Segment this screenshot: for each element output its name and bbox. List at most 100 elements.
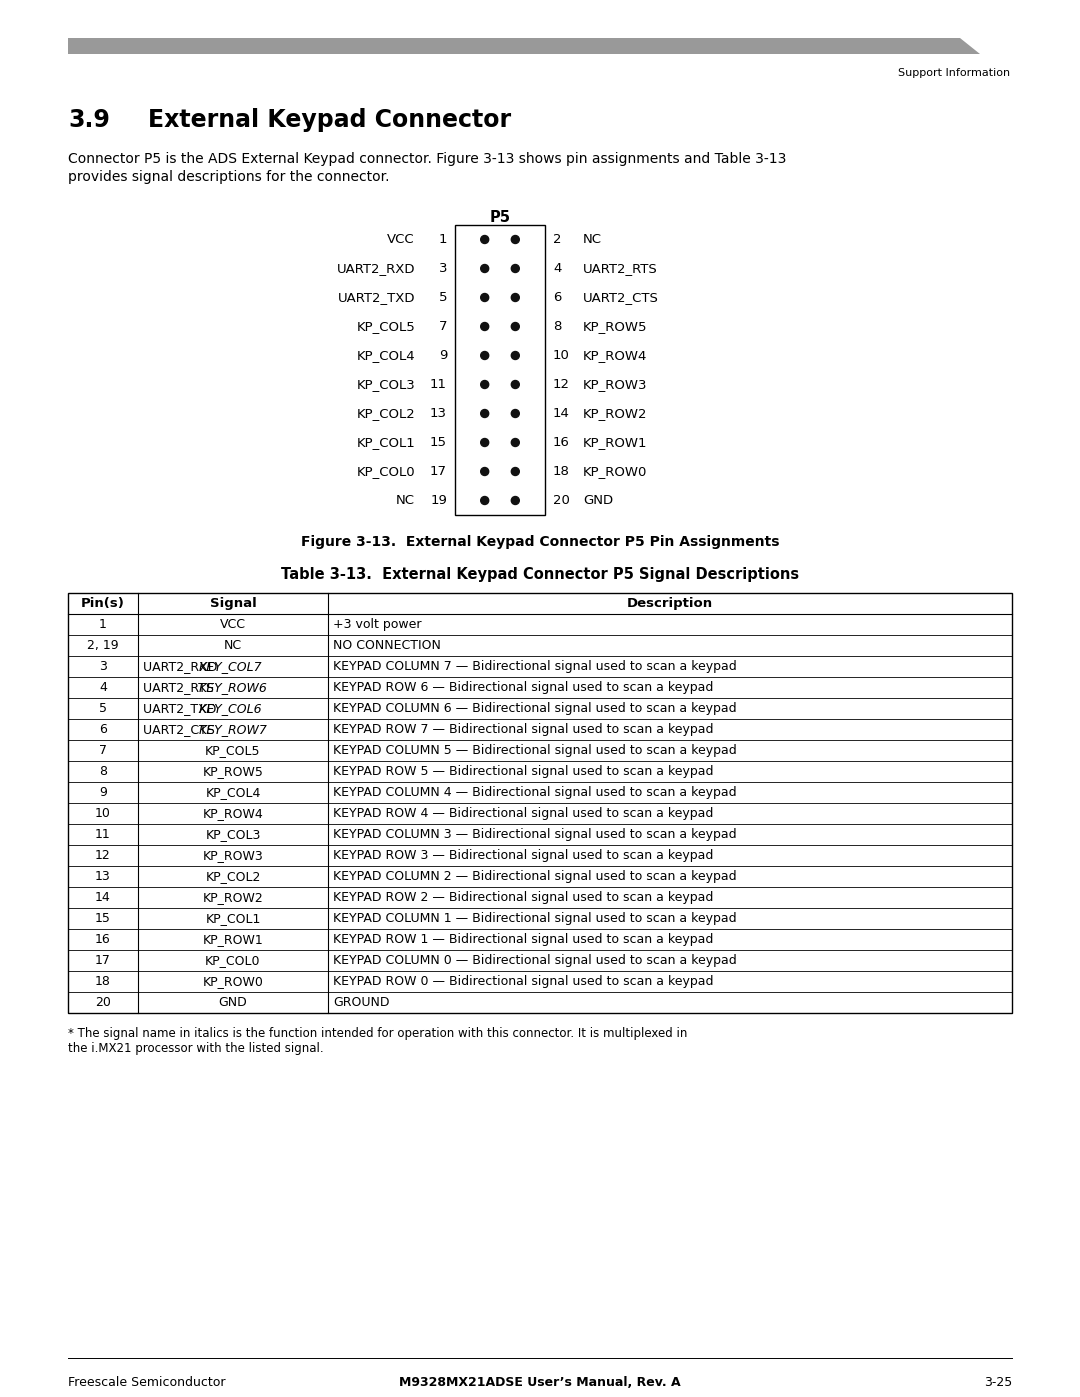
Text: KEYPAD COLUMN 2 — Bidirectional signal used to scan a keypad: KEYPAD COLUMN 2 — Bidirectional signal u… xyxy=(333,870,737,883)
Text: KP_COL5: KP_COL5 xyxy=(205,745,260,757)
Text: NC: NC xyxy=(396,495,415,507)
Text: provides signal descriptions for the connector.: provides signal descriptions for the con… xyxy=(68,170,390,184)
Text: 13: 13 xyxy=(430,407,447,420)
Circle shape xyxy=(511,264,519,272)
Text: 8: 8 xyxy=(99,766,107,778)
Text: 14: 14 xyxy=(553,407,570,420)
Text: Figure 3-13.  External Keypad Connector P5 Pin Assignments: Figure 3-13. External Keypad Connector P… xyxy=(300,535,780,549)
Text: 18: 18 xyxy=(553,465,570,478)
Text: 13: 13 xyxy=(95,870,111,883)
Text: 2: 2 xyxy=(553,233,562,246)
Text: 5: 5 xyxy=(438,291,447,305)
Text: UART2_RXD: UART2_RXD xyxy=(143,659,221,673)
Circle shape xyxy=(511,409,519,418)
Circle shape xyxy=(481,293,489,302)
Text: GND: GND xyxy=(218,996,247,1009)
Text: Connector P5 is the ADS External Keypad connector. Figure 3-13 shows pin assignm: Connector P5 is the ADS External Keypad … xyxy=(68,152,786,166)
Text: KP_ROW2: KP_ROW2 xyxy=(583,407,648,420)
Text: KP_ROW5: KP_ROW5 xyxy=(203,766,264,778)
Text: 9: 9 xyxy=(99,787,107,799)
Text: 17: 17 xyxy=(430,465,447,478)
Text: NO CONNECTION: NO CONNECTION xyxy=(333,638,441,652)
Circle shape xyxy=(481,468,489,475)
Text: UART2_RTS: UART2_RTS xyxy=(143,680,218,694)
Text: M9328MX21ADSE User’s Manual, Rev. A: M9328MX21ADSE User’s Manual, Rev. A xyxy=(400,1376,680,1389)
Text: KEYPAD ROW 1 — Bidirectional signal used to scan a keypad: KEYPAD ROW 1 — Bidirectional signal used… xyxy=(333,933,714,946)
Text: KP_ROW0: KP_ROW0 xyxy=(203,975,264,988)
Circle shape xyxy=(511,293,519,302)
Text: Support Information: Support Information xyxy=(897,68,1010,78)
Text: 7: 7 xyxy=(99,745,107,757)
Text: 1: 1 xyxy=(438,233,447,246)
Text: UART2_TXD: UART2_TXD xyxy=(337,291,415,305)
Text: KP_COL4: KP_COL4 xyxy=(205,787,260,799)
Text: 3.9: 3.9 xyxy=(68,108,110,131)
Text: KP_COL1: KP_COL1 xyxy=(356,436,415,448)
Text: 4: 4 xyxy=(99,680,107,694)
Text: +3 volt power: +3 volt power xyxy=(333,617,421,631)
Text: * The signal name in italics is the function intended for operation with this co: * The signal name in italics is the func… xyxy=(68,1027,687,1039)
Text: KP_COL0: KP_COL0 xyxy=(356,465,415,478)
Text: 6: 6 xyxy=(99,724,107,736)
Text: KEYPAD ROW 7 — Bidirectional signal used to scan a keypad: KEYPAD ROW 7 — Bidirectional signal used… xyxy=(333,724,714,736)
Text: KP_COL1: KP_COL1 xyxy=(205,912,260,925)
Text: 11: 11 xyxy=(95,828,111,841)
Text: Pin(s): Pin(s) xyxy=(81,597,125,610)
Circle shape xyxy=(481,264,489,272)
Text: KEYPAD COLUMN 0 — Bidirectional signal used to scan a keypad: KEYPAD COLUMN 0 — Bidirectional signal u… xyxy=(333,954,737,967)
Circle shape xyxy=(511,380,519,388)
Text: KP_COL5: KP_COL5 xyxy=(356,320,415,332)
Text: UART2_RTS: UART2_RTS xyxy=(583,263,658,275)
Circle shape xyxy=(481,409,489,418)
Text: 20: 20 xyxy=(95,996,111,1009)
Text: 12: 12 xyxy=(553,379,570,391)
Text: Table 3-13.  External Keypad Connector P5 Signal Descriptions: Table 3-13. External Keypad Connector P5… xyxy=(281,567,799,583)
Text: 17: 17 xyxy=(95,954,111,967)
Text: 20: 20 xyxy=(553,495,570,507)
Text: KEYPAD COLUMN 7 — Bidirectional signal used to scan a keypad: KEYPAD COLUMN 7 — Bidirectional signal u… xyxy=(333,659,737,673)
Circle shape xyxy=(481,496,489,504)
Text: 12: 12 xyxy=(95,849,111,862)
Text: UART2_CTS: UART2_CTS xyxy=(143,724,219,736)
Text: KP_ROW0: KP_ROW0 xyxy=(583,465,647,478)
Bar xyxy=(68,592,1012,1013)
Circle shape xyxy=(511,352,519,359)
Text: KEYPAD COLUMN 5 — Bidirectional signal used to scan a keypad: KEYPAD COLUMN 5 — Bidirectional signal u… xyxy=(333,745,737,757)
Circle shape xyxy=(481,352,489,359)
Text: KEYPAD ROW 3 — Bidirectional signal used to scan a keypad: KEYPAD ROW 3 — Bidirectional signal used… xyxy=(333,849,714,862)
Text: UART2_CTS: UART2_CTS xyxy=(583,291,659,305)
Text: Freescale Semiconductor: Freescale Semiconductor xyxy=(68,1376,226,1389)
Text: KP_ROW4: KP_ROW4 xyxy=(203,807,264,820)
Text: 4: 4 xyxy=(553,263,562,275)
Text: 11: 11 xyxy=(430,379,447,391)
Text: 6: 6 xyxy=(553,291,562,305)
Circle shape xyxy=(511,236,519,243)
Text: VCC: VCC xyxy=(220,617,246,631)
Text: KP_ROW1: KP_ROW1 xyxy=(583,436,648,448)
Text: KEY_COL6: KEY_COL6 xyxy=(199,703,262,715)
Text: P5: P5 xyxy=(489,210,511,225)
Text: UART2_TXD: UART2_TXD xyxy=(143,703,220,715)
Text: 5: 5 xyxy=(99,703,107,715)
Text: KEYPAD COLUMN 3 — Bidirectional signal used to scan a keypad: KEYPAD COLUMN 3 — Bidirectional signal u… xyxy=(333,828,737,841)
Text: KEYPAD COLUMN 1 — Bidirectional signal used to scan a keypad: KEYPAD COLUMN 1 — Bidirectional signal u… xyxy=(333,912,737,925)
Text: KP_COL4: KP_COL4 xyxy=(356,349,415,362)
Text: KEY_ROW7: KEY_ROW7 xyxy=(199,724,268,736)
Bar xyxy=(455,225,545,515)
Text: 15: 15 xyxy=(95,912,111,925)
Text: 1: 1 xyxy=(99,617,107,631)
Text: 15: 15 xyxy=(430,436,447,448)
Text: 7: 7 xyxy=(438,320,447,332)
Text: Signal: Signal xyxy=(210,597,256,610)
Text: KP_ROW3: KP_ROW3 xyxy=(203,849,264,862)
Text: 16: 16 xyxy=(95,933,111,946)
Text: KEYPAD ROW 0 — Bidirectional signal used to scan a keypad: KEYPAD ROW 0 — Bidirectional signal used… xyxy=(333,975,714,988)
Circle shape xyxy=(511,496,519,504)
Text: 19: 19 xyxy=(430,495,447,507)
Text: KP_ROW5: KP_ROW5 xyxy=(583,320,648,332)
Text: KP_ROW1: KP_ROW1 xyxy=(203,933,264,946)
Text: KEY_ROW6: KEY_ROW6 xyxy=(199,680,268,694)
Text: External Keypad Connector: External Keypad Connector xyxy=(148,108,511,131)
Text: 3: 3 xyxy=(438,263,447,275)
Text: Description: Description xyxy=(626,597,713,610)
